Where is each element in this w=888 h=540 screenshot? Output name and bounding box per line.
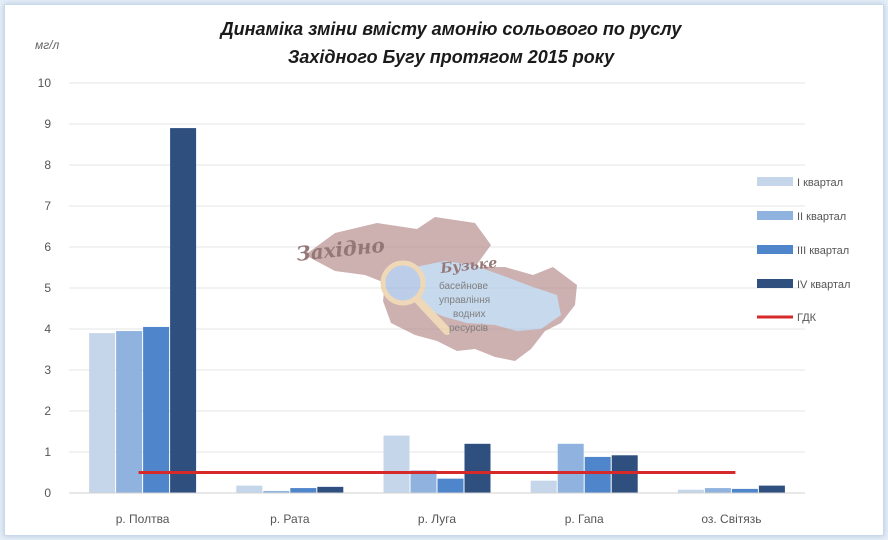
legend-swatch <box>757 245 793 254</box>
legend: I квартал II квартал III квартал IV квартал… <box>757 177 850 324</box>
bar-4-1 <box>530 480 557 493</box>
bar-1-2 <box>116 331 143 493</box>
bar-3-1 <box>383 435 410 493</box>
category-label: р. Луга <box>418 512 456 526</box>
y-tick-label: 2 <box>44 404 51 418</box>
watermark-map-highlight <box>407 261 561 331</box>
bar-3-2 <box>410 470 437 493</box>
chart-title-line1: Динаміка зміни вмісту амонію сольового п… <box>219 19 683 39</box>
y-tick-label: 0 <box>44 486 51 500</box>
legend-label: III квартал <box>797 245 849 257</box>
bar-1-3 <box>143 326 170 493</box>
bar-3-4 <box>464 443 491 493</box>
bar-4-4 <box>611 455 638 493</box>
chart-title-line2: Західного Бугу протягом 2015 року <box>288 47 615 67</box>
y-tick-label: 5 <box>44 281 51 295</box>
bar-5-3 <box>731 488 758 493</box>
bar-1-4 <box>170 128 197 493</box>
y-tick-label: 6 <box>44 240 51 254</box>
watermark-name-line2: Бузьке <box>439 255 498 277</box>
category-label: р. Гапа <box>565 512 604 526</box>
legend-label: II квартал <box>797 211 846 223</box>
y-tick-label: 10 <box>38 76 52 90</box>
magnifier-handle-icon <box>413 295 451 335</box>
legend-swatch <box>757 211 793 220</box>
chart-svg: Динаміка зміни вмісту амонію сольового п… <box>35 19 850 526</box>
legend-swatch <box>757 279 793 288</box>
chart-frame: Динаміка зміни вмісту амонію сольового п… <box>4 4 884 536</box>
watermark-sub-2: управління <box>439 295 490 306</box>
y-tick-label: 8 <box>44 158 51 172</box>
legend-label: IV квартал <box>797 279 850 291</box>
y-tick-label: 7 <box>44 199 51 213</box>
bar-2-4 <box>317 486 344 493</box>
category-label: оз. Світязь <box>701 512 761 526</box>
category-labels: р. Полтва р. Рата р. Луга р. Гапа оз. Світяз… <box>116 512 762 526</box>
y-tick-label: 1 <box>44 445 51 459</box>
legend-label-gdk: ГДК <box>797 312 817 324</box>
bar-1-1 <box>89 333 116 493</box>
bar-3-3 <box>437 478 464 493</box>
category-label: р. Рата <box>270 512 310 526</box>
y-tick-label: 3 <box>44 363 51 377</box>
bar-5-1 <box>677 489 704 493</box>
legend-swatch <box>757 177 793 186</box>
bar-2-2 <box>263 490 290 493</box>
bar-4-2 <box>557 443 584 493</box>
bar-2-3 <box>290 488 317 493</box>
y-tick-label: 4 <box>44 322 51 336</box>
y-tick-label: 9 <box>44 117 51 131</box>
y-tick-labels: 0 1 2 3 4 5 6 7 8 9 10 <box>38 76 52 500</box>
watermark-sub-4: ресурсів <box>449 323 488 334</box>
magnifier-icon <box>380 260 426 306</box>
watermark-sub-1: басейнове <box>439 280 488 292</box>
bar-5-4 <box>758 485 785 493</box>
bars <box>89 128 785 493</box>
category-label: р. Полтва <box>116 512 170 526</box>
bar-5-2 <box>704 488 731 493</box>
watermark-logo: Західно Бузьке басейнове управління водн… <box>295 217 577 361</box>
y-axis-unit: мг/л <box>35 38 59 52</box>
bar-4-3 <box>584 456 611 493</box>
legend-label: I квартал <box>797 177 843 189</box>
bar-2-1 <box>236 485 263 493</box>
watermark-sub-3: водних <box>453 309 486 320</box>
